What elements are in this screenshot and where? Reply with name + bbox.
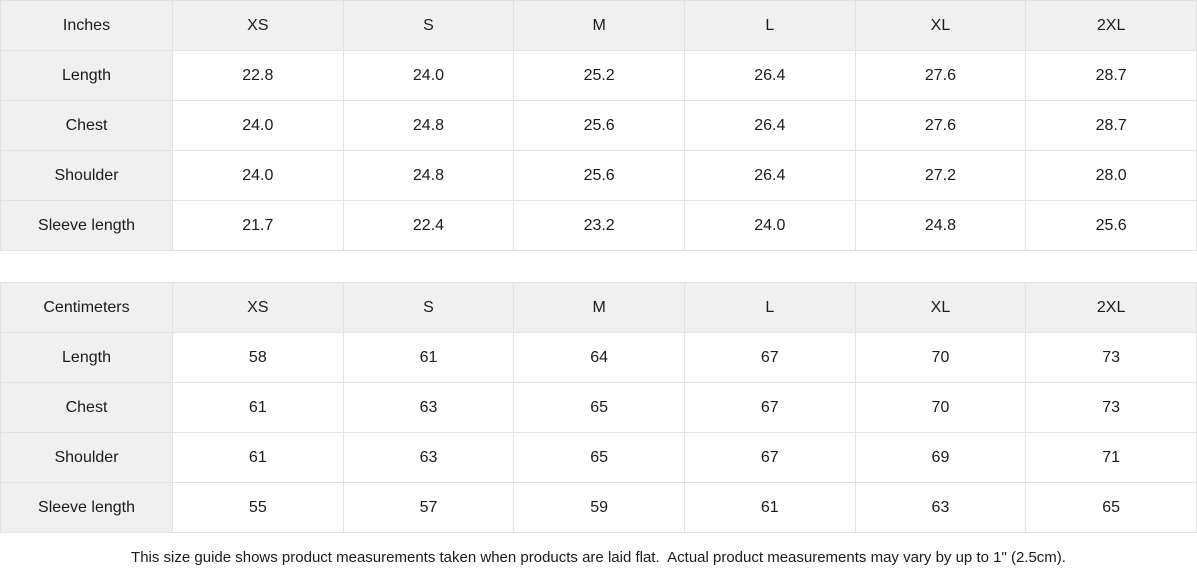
size-header-cell: L	[683, 282, 856, 333]
value-cell: 67	[683, 382, 856, 433]
size-guide-footnote: This size guide shows product measuremen…	[131, 549, 1066, 566]
measurement-row: Chest 24.0 24.8 25.6 26.4 27.6 28.7	[0, 100, 1197, 151]
value-cell: 24.0	[683, 200, 856, 251]
value-cell: 65	[513, 432, 685, 483]
measurement-row: Chest 61 63 65 67 70 73	[0, 382, 1197, 433]
value-cell: 70	[854, 382, 1027, 433]
value-cell: 73	[1025, 382, 1197, 433]
value-cell: 70	[854, 332, 1027, 383]
value-cell: 61	[172, 382, 344, 433]
row-label-cell: Length	[0, 50, 173, 101]
row-label-cell: Shoulder	[0, 150, 173, 201]
value-cell: 67	[683, 432, 856, 483]
value-cell: 57	[342, 482, 515, 533]
value-cell: 25.6	[513, 100, 685, 151]
value-cell: 23.2	[513, 200, 685, 251]
row-label-cell: Chest	[0, 382, 173, 433]
value-cell: 24.8	[342, 100, 515, 151]
size-header-cell: M	[513, 0, 685, 51]
value-cell: 22.4	[342, 200, 515, 251]
size-table-inches: Inches XS S M L XL 2XL Length 22.8 24.0 25.2 26.4 27…	[0, 0, 1197, 251]
unit-header-cell: Centimeters	[0, 282, 173, 333]
value-cell: 25.6	[1025, 200, 1197, 251]
value-cell: 22.8	[172, 50, 344, 101]
value-cell: 26.4	[683, 150, 856, 201]
value-cell: 21.7	[172, 200, 344, 251]
value-cell: 28.0	[1025, 150, 1197, 201]
value-cell: 63	[854, 482, 1027, 533]
size-header-cell: XL	[854, 282, 1027, 333]
measurement-row: Shoulder 61 63 65 67 69 71	[0, 432, 1197, 483]
value-cell: 69	[854, 432, 1027, 483]
row-label-cell: Length	[0, 332, 173, 383]
row-label-cell: Sleeve length	[0, 200, 173, 251]
value-cell: 61	[342, 332, 515, 383]
value-cell: 24.0	[342, 50, 515, 101]
value-cell: 63	[342, 432, 515, 483]
value-cell: 63	[342, 382, 515, 433]
size-header-cell: 2XL	[1025, 0, 1197, 51]
value-cell: 73	[1025, 332, 1197, 383]
measurement-row: Shoulder 24.0 24.8 25.6 26.4 27.2 28.0	[0, 150, 1197, 201]
value-cell: 65	[513, 382, 685, 433]
size-header-row: Inches XS S M L XL 2XL	[0, 0, 1197, 51]
value-cell: 55	[172, 482, 344, 533]
row-label-cell: Sleeve length	[0, 482, 173, 533]
unit-header-cell: Inches	[0, 0, 173, 51]
value-cell: 24.8	[854, 200, 1027, 251]
value-cell: 27.6	[854, 100, 1027, 151]
value-cell: 28.7	[1025, 100, 1197, 151]
value-cell: 58	[172, 332, 344, 383]
measurement-row: Sleeve length 55 57 59 61 63 65	[0, 482, 1197, 533]
value-cell: 61	[683, 482, 856, 533]
size-header-cell: L	[683, 0, 856, 51]
size-header-cell: XS	[172, 282, 344, 333]
value-cell: 65	[1025, 482, 1197, 533]
size-header-cell: 2XL	[1025, 282, 1197, 333]
size-table-centimeters: Centimeters XS S M L XL 2XL Length 58 61 64 67 70 73 C…	[0, 282, 1197, 533]
row-label-cell: Chest	[0, 100, 173, 151]
size-header-cell: M	[513, 282, 685, 333]
value-cell: 27.2	[854, 150, 1027, 201]
row-label-cell: Shoulder	[0, 432, 173, 483]
value-cell: 28.7	[1025, 50, 1197, 101]
measurement-row: Length 58 61 64 67 70 73	[0, 332, 1197, 383]
size-header-cell: XL	[854, 0, 1027, 51]
value-cell: 67	[683, 332, 856, 383]
value-cell: 64	[513, 332, 685, 383]
measurement-row: Sleeve length 21.7 22.4 23.2 24.0 24.8 25.6	[0, 200, 1197, 251]
value-cell: 71	[1025, 432, 1197, 483]
value-cell: 24.0	[172, 100, 344, 151]
size-header-cell: S	[342, 0, 515, 51]
value-cell: 25.2	[513, 50, 685, 101]
value-cell: 25.6	[513, 150, 685, 201]
size-header-cell: S	[342, 282, 515, 333]
value-cell: 24.0	[172, 150, 344, 201]
value-cell: 26.4	[683, 50, 856, 101]
size-header-cell: XS	[172, 0, 344, 51]
value-cell: 61	[172, 432, 344, 483]
measurement-row: Length 22.8 24.0 25.2 26.4 27.6 28.7	[0, 50, 1197, 101]
value-cell: 27.6	[854, 50, 1027, 101]
value-cell: 24.8	[342, 150, 515, 201]
value-cell: 26.4	[683, 100, 856, 151]
size-header-row: Centimeters XS S M L XL 2XL	[0, 282, 1197, 333]
value-cell: 59	[513, 482, 685, 533]
